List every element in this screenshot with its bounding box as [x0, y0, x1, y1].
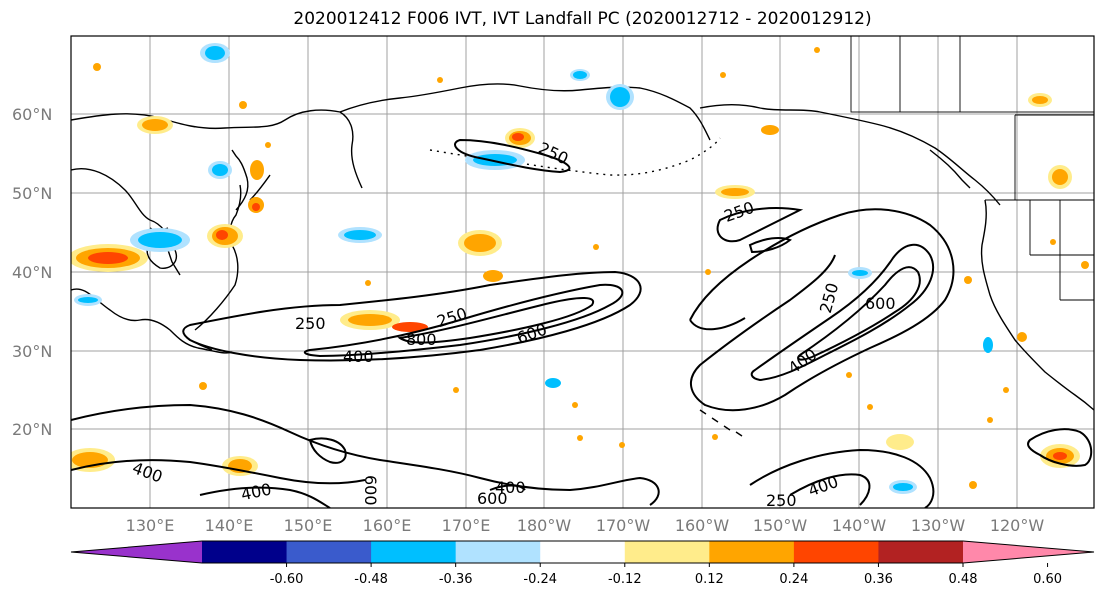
colorbar-tick-label: -0.48 [354, 572, 388, 587]
lon-label: 170°E [442, 516, 491, 535]
colorbar-outline [70, 540, 1095, 564]
contour-label: 600 [477, 489, 508, 508]
colorbar-segment [202, 541, 288, 563]
lat-label-30: 30°N [12, 342, 52, 361]
lat-label-50: 50°N [12, 184, 52, 203]
colorbar-tick-label: 0.48 [949, 572, 978, 587]
lon-label: 130°E [126, 516, 175, 535]
contour-label: 600 [865, 294, 896, 313]
lon-label: 140°E [205, 516, 254, 535]
lon-label: 130°W [911, 516, 966, 535]
lat-label-60: 60°N [12, 105, 52, 124]
colorbar: -0.60 -0.48 -0.36 -0.24 -0.12 0.12 0.24 0.36 0.4… [70, 540, 1095, 587]
lon-label: 160°W [675, 516, 730, 535]
colorbar-tick-label: -0.24 [523, 572, 557, 587]
contour-label: 400 [343, 347, 374, 366]
lon-label: 140°W [832, 516, 887, 535]
map-frame [70, 35, 1095, 509]
colorbar-segment [709, 541, 795, 563]
contour-label: 250 [766, 491, 797, 510]
contour-label: 250 [295, 314, 326, 333]
map-panel: 250 250 250 250 400 400 400 400 400 600 … [71, 36, 1094, 510]
contour-labels: 250 250 250 250 400 400 400 400 400 600 … [130, 138, 896, 510]
colorbar-extend-low [71, 541, 202, 563]
colorbar-segment [624, 541, 710, 563]
colorbar-tick-label: 0.24 [779, 572, 808, 587]
lon-label: 120°W [990, 516, 1045, 535]
colorbar-segment [540, 541, 626, 563]
lon-label: 170°W [596, 516, 651, 535]
pc-patches [71, 43, 1089, 494]
colorbar-tick-label: 0.36 [864, 572, 893, 587]
contour-label: 800 [406, 330, 437, 349]
colorbar-segment [286, 541, 372, 563]
lon-label: 150°W [753, 516, 808, 535]
contour-label: 400 [495, 478, 526, 497]
lat-label-20: 20°N [12, 420, 52, 439]
latitude-labels: 60°N 50°N 40°N 30°N 20°N [12, 105, 52, 439]
colorbar-tick-label: -0.60 [270, 572, 304, 587]
lat-label-40: 40°N [12, 263, 52, 282]
map-title: 2020012412 F006 IVT, IVT Landfall PC (20… [293, 9, 872, 29]
contour-label: 600 [361, 475, 380, 506]
colorbar-segment [878, 541, 964, 563]
colorbar-tick-label: 0.12 [695, 572, 724, 587]
colorbar-extend-high [963, 541, 1094, 563]
borders [850, 36, 1094, 301]
colorbar-segment [793, 541, 879, 563]
longitude-labels: 130°E 140°E 150°E 160°E 170°E 180°W 170°… [126, 516, 1045, 535]
gridlines [71, 36, 1094, 508]
colorbar-tick-label: 0.60 [1033, 572, 1062, 587]
ivt-contours [71, 138, 1093, 508]
colorbar-segment [455, 541, 541, 563]
lon-label: 150°E [284, 516, 333, 535]
lon-label: 160°E [363, 516, 412, 535]
colorbar-segment [371, 541, 457, 563]
colorbar-tick-label: -0.12 [608, 572, 642, 587]
colorbar-tick-label: -0.36 [439, 572, 473, 587]
lon-label: 180°W [517, 516, 572, 535]
